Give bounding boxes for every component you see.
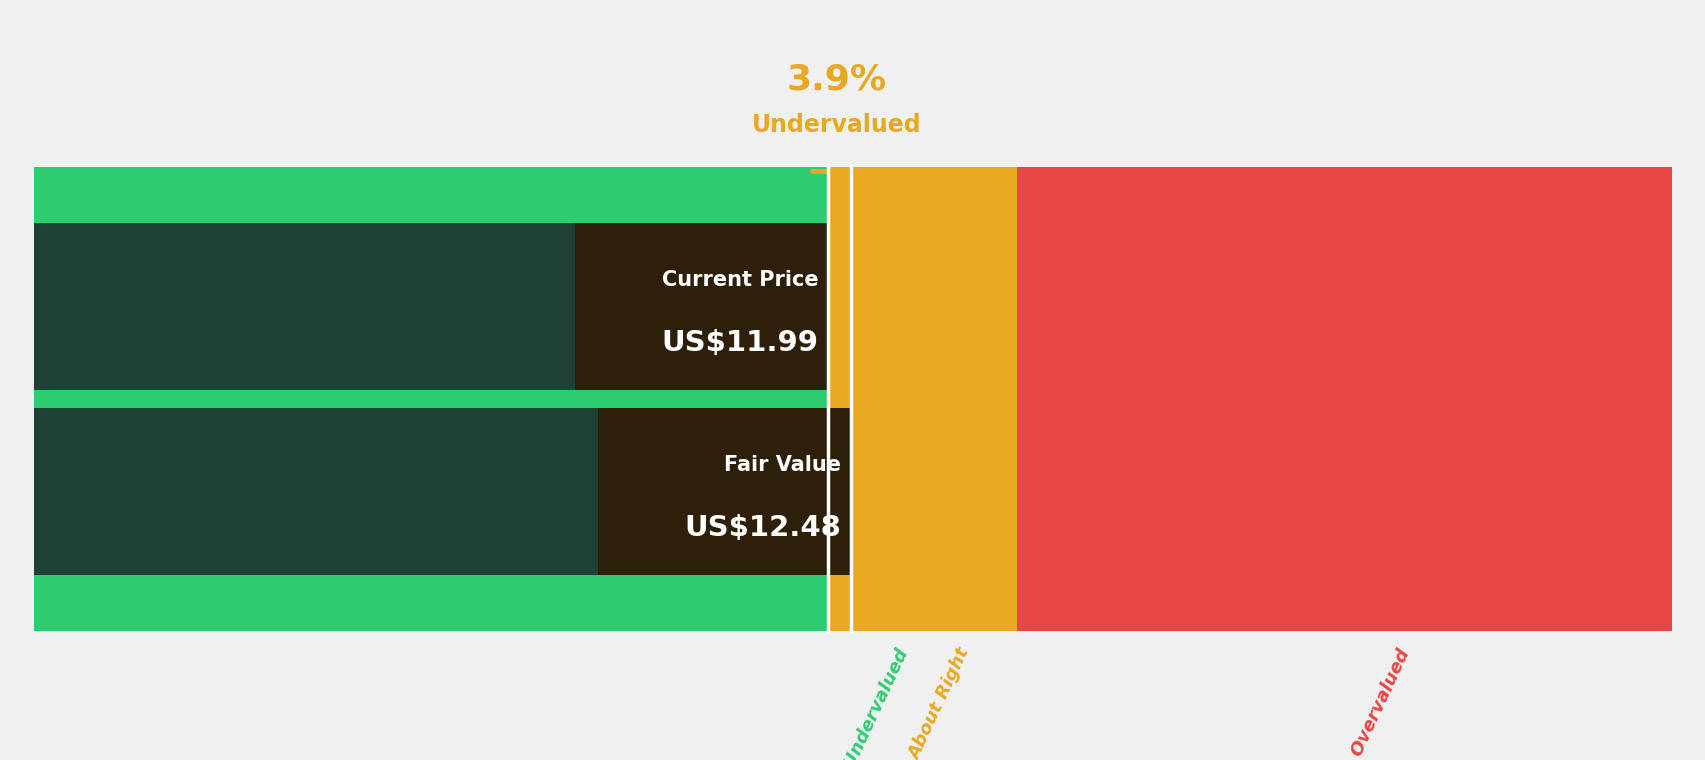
Bar [575, 223, 829, 390]
Text: 20% Undervalued: 20% Undervalued [820, 646, 910, 760]
Bar [34, 408, 851, 575]
Bar [34, 223, 829, 390]
Bar [829, 167, 1016, 631]
Text: Current Price: Current Price [662, 270, 818, 290]
Text: About Right: About Right [905, 646, 972, 760]
Bar [597, 408, 851, 575]
Bar [34, 167, 829, 631]
Text: Fair Value: Fair Value [723, 455, 841, 475]
Text: US$12.48: US$12.48 [684, 515, 841, 543]
Text: Undervalued: Undervalued [752, 113, 921, 138]
Text: 20% Overvalued: 20% Overvalued [1326, 646, 1413, 760]
Text: 3.9%: 3.9% [786, 63, 887, 97]
Text: US$11.99: US$11.99 [662, 329, 818, 357]
Bar [1016, 167, 1671, 631]
